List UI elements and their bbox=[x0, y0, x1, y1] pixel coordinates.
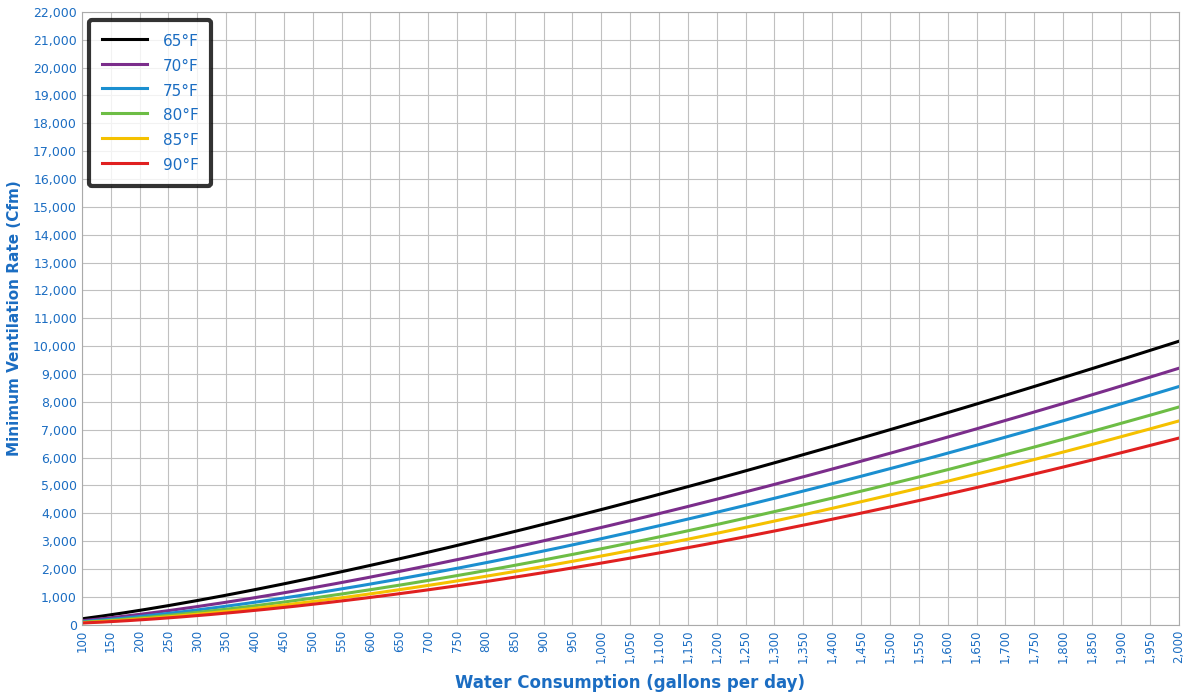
80°F bbox=[1172, 403, 1186, 411]
70°F bbox=[974, 424, 988, 432]
65°F bbox=[668, 486, 682, 494]
Line: 65°F: 65°F bbox=[82, 341, 1179, 619]
80°F bbox=[668, 529, 682, 538]
90°F bbox=[1146, 441, 1160, 449]
75°F bbox=[75, 617, 89, 626]
90°F bbox=[727, 535, 741, 543]
80°F bbox=[602, 543, 616, 552]
75°F bbox=[974, 440, 988, 448]
75°F bbox=[668, 518, 682, 526]
90°F bbox=[602, 558, 616, 566]
Line: 85°F: 85°F bbox=[82, 421, 1179, 623]
80°F bbox=[974, 457, 988, 466]
70°F bbox=[602, 521, 616, 530]
85°F bbox=[974, 469, 988, 477]
70°F bbox=[1172, 364, 1186, 373]
80°F bbox=[727, 517, 741, 525]
Legend: 65°F, 70°F, 75°F, 80°F, 85°F, 90°F: 65°F, 70°F, 75°F, 80°F, 85°F, 90°F bbox=[89, 20, 211, 187]
70°F bbox=[596, 523, 610, 531]
75°F bbox=[1146, 391, 1160, 399]
75°F bbox=[1172, 382, 1186, 391]
Line: 70°F: 70°F bbox=[82, 368, 1179, 621]
90°F bbox=[974, 482, 988, 491]
65°F bbox=[974, 398, 988, 407]
80°F bbox=[75, 618, 89, 626]
70°F bbox=[75, 617, 89, 625]
90°F bbox=[596, 559, 610, 567]
90°F bbox=[668, 546, 682, 554]
Line: 90°F: 90°F bbox=[82, 438, 1179, 623]
80°F bbox=[1146, 410, 1160, 419]
85°F bbox=[1172, 417, 1186, 425]
65°F bbox=[75, 614, 89, 623]
65°F bbox=[1146, 345, 1160, 354]
85°F bbox=[75, 619, 89, 627]
65°F bbox=[1172, 337, 1186, 345]
Y-axis label: Minimum Ventilation Rate (Cfm): Minimum Ventilation Rate (Cfm) bbox=[7, 180, 21, 456]
65°F bbox=[602, 503, 616, 512]
70°F bbox=[668, 505, 682, 514]
65°F bbox=[727, 470, 741, 478]
85°F bbox=[602, 550, 616, 559]
70°F bbox=[1146, 373, 1160, 381]
85°F bbox=[668, 538, 682, 546]
Line: 75°F: 75°F bbox=[82, 387, 1179, 621]
70°F bbox=[727, 491, 741, 499]
85°F bbox=[1146, 424, 1160, 433]
90°F bbox=[1172, 434, 1186, 442]
85°F bbox=[727, 526, 741, 534]
75°F bbox=[602, 533, 616, 541]
X-axis label: Water Consumption (gallons per day): Water Consumption (gallons per day) bbox=[455, 674, 805, 692]
75°F bbox=[727, 504, 741, 512]
90°F bbox=[75, 619, 89, 627]
85°F bbox=[596, 552, 610, 560]
Line: 80°F: 80°F bbox=[82, 407, 1179, 622]
65°F bbox=[596, 505, 610, 513]
75°F bbox=[596, 534, 610, 542]
80°F bbox=[596, 545, 610, 553]
